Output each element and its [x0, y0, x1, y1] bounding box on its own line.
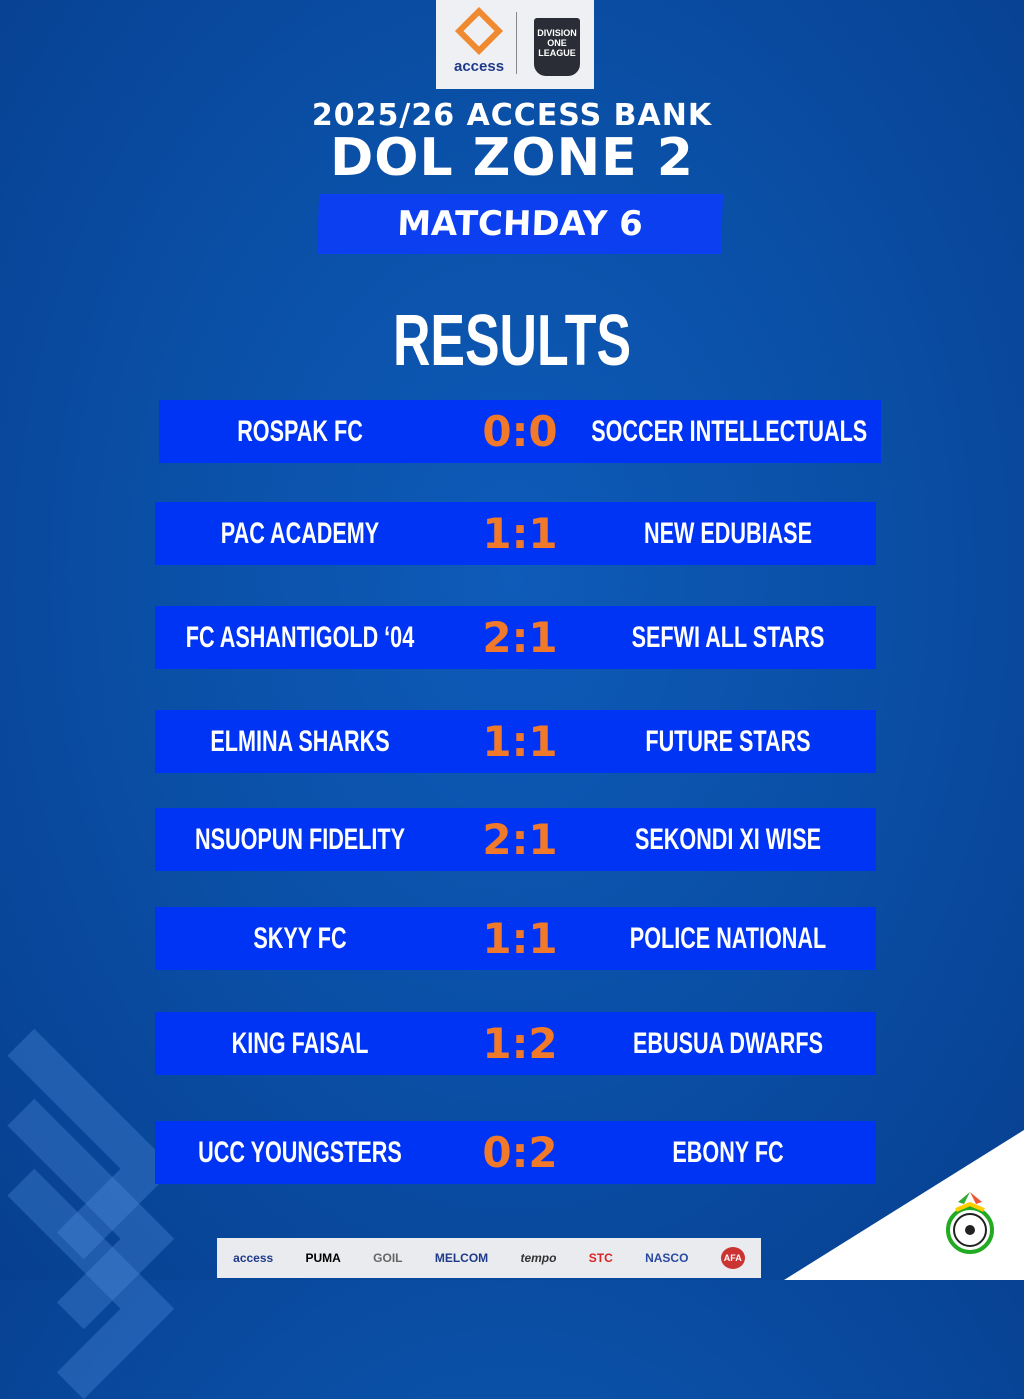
result-row: UCC YOUNGSTERS 0:2 EBONY FC: [155, 1121, 876, 1184]
score: 0:2: [482, 1128, 558, 1177]
score: 2:1: [482, 613, 558, 662]
access-logo-text: access: [454, 58, 505, 75]
away-team: FUTURE STARS: [645, 725, 811, 758]
home-team: NSUOPUN FIDELITY: [194, 823, 406, 856]
result-row: FC ASHANTIGOLD ‘04 2:1 SEFWI ALL STARS: [155, 606, 876, 669]
sponsor-logo: MELCOM: [434, 1251, 489, 1265]
matchday-banner: MATCHDAY 6: [316, 194, 724, 254]
result-row: PAC ACADEMY 1:1 NEW EDUBIASE: [155, 502, 876, 565]
score: 1:1: [482, 914, 558, 963]
home-team: UCC YOUNGSTERS: [198, 1136, 402, 1169]
home-team: FC ASHANTIGOLD ‘04: [185, 621, 415, 654]
score: 2:1: [482, 815, 558, 864]
access-logo-icon: [454, 6, 504, 56]
away-team: SEKONDI XI WISE: [634, 823, 822, 856]
away-team: NEW EDUBIASE: [643, 517, 813, 550]
matchday-label: MATCHDAY 6: [396, 204, 644, 244]
logo-divider: [516, 12, 517, 74]
score: 1:1: [482, 509, 558, 558]
result-row: NSUOPUN FIDELITY 2:1 SEKONDI XI WISE: [155, 808, 876, 871]
away-team: SOCCER INTELLECTUALS: [591, 415, 868, 448]
title-line2: DOL ZONE 2: [330, 128, 694, 188]
dol-logo: DIVISION ONE LEAGUE: [534, 18, 580, 76]
header-logos: access DIVISION ONE LEAGUE: [436, 0, 594, 89]
result-row: ELMINA SHARKS 1:1 FUTURE STARS: [155, 710, 876, 773]
title-line1: 2025/26 ACCESS BANK: [311, 98, 713, 133]
home-team: ROSPAK FC: [237, 415, 363, 448]
home-team: ELMINA SHARKS: [210, 725, 390, 758]
away-team: EBUSUA DWARFS: [632, 1027, 824, 1060]
sponsor-logo: access: [233, 1251, 274, 1265]
away-team: EBONY FC: [672, 1136, 784, 1169]
score: 0:0: [482, 407, 558, 456]
away-team: SEFWI ALL STARS: [631, 621, 825, 654]
sponsor-logo: PUMA: [305, 1251, 341, 1265]
sponsor-logo: GOIL: [373, 1251, 403, 1265]
sponsor-strip: access PUMA GOIL MELCOM tempo STC NASCO …: [217, 1238, 761, 1278]
home-team: KING FAISAL: [231, 1027, 369, 1060]
home-team: PAC ACADEMY: [220, 517, 380, 550]
sponsor-logo: STC: [588, 1251, 613, 1265]
score: 1:1: [482, 717, 558, 766]
sponsor-logo: tempo: [520, 1251, 557, 1265]
away-team: POLICE NATIONAL: [629, 922, 827, 955]
result-row: KING FAISAL 1:2 EBUSUA DWARFS: [155, 1012, 876, 1075]
home-team: SKYY FC: [253, 922, 347, 955]
score: 1:2: [482, 1019, 558, 1068]
gfa-crest-icon: [946, 1192, 994, 1254]
section-title: RESULTS: [392, 301, 632, 381]
result-row: SKYY FC 1:1 POLICE NATIONAL: [155, 907, 876, 970]
sponsor-logo: NASCO: [645, 1251, 689, 1265]
sponsor-logo: AFA: [720, 1247, 745, 1269]
result-row: ROSPAK FC 0:0 SOCCER INTELLECTUALS: [159, 400, 881, 463]
